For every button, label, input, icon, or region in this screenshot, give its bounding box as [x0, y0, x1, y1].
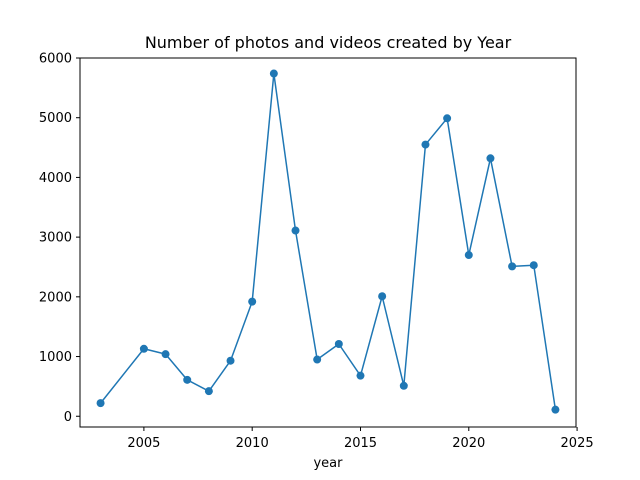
plot-frame	[79, 57, 577, 428]
series-layer	[96, 69, 560, 414]
y-tick-label: 1000	[39, 350, 72, 365]
y-tick-label: 4000	[39, 171, 72, 186]
data-point	[291, 226, 300, 235]
y-tick-label: 3000	[39, 231, 72, 246]
data-point	[334, 340, 343, 349]
data-point	[399, 381, 408, 390]
data-point	[378, 292, 387, 301]
x-tick-label: 2010	[236, 436, 269, 451]
data-point	[96, 399, 105, 408]
data-point	[529, 261, 538, 270]
data-point	[161, 350, 170, 359]
data-point	[443, 114, 452, 123]
x-tick-label: 2015	[344, 436, 377, 451]
data-point	[464, 251, 473, 260]
x-axis-label: year	[313, 456, 343, 471]
chart-title: Number of photos and videos created by Y…	[145, 33, 512, 52]
data-point	[486, 154, 495, 163]
y-axis-ticks: 0 1000 2000 3000 4000 5000 6000	[39, 52, 80, 425]
data-point	[421, 140, 430, 149]
data-point	[226, 356, 235, 365]
data-point	[183, 375, 192, 384]
data-point	[551, 405, 560, 414]
y-tick-label: 5000	[39, 111, 72, 126]
y-tick-label: 0	[64, 410, 72, 425]
data-point	[356, 371, 365, 380]
data-point	[139, 344, 148, 353]
x-tick-label: 2020	[452, 436, 485, 451]
data-point	[204, 387, 213, 396]
y-tick-label: 6000	[39, 52, 72, 67]
x-axis-ticks: 2005 2010 2015 2020 2025	[127, 427, 594, 451]
data-point	[313, 355, 322, 364]
y-tick-label: 2000	[39, 290, 72, 305]
data-point	[269, 69, 278, 78]
data-point	[508, 262, 517, 271]
x-tick-label: 2005	[127, 436, 160, 451]
x-tick-label: 2025	[561, 436, 594, 451]
data-point	[248, 297, 257, 306]
